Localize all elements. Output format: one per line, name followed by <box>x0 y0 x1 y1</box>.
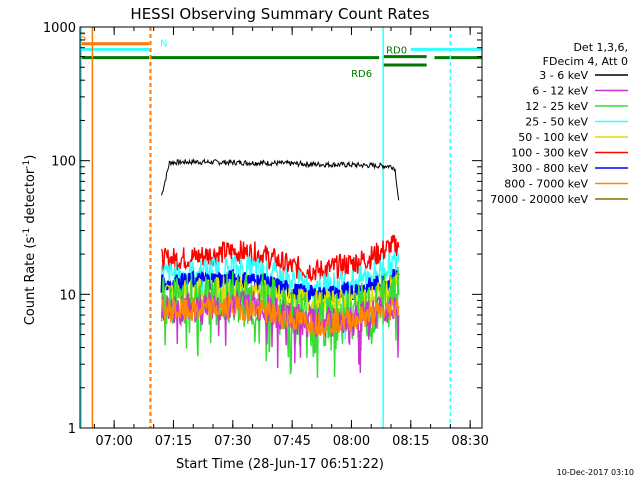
x-tick-label: 07:45 <box>273 434 310 449</box>
x-tick-label: 08:15 <box>392 434 429 449</box>
y-axis-label: Count Rate (s-1 detector-1) <box>22 155 38 326</box>
x-tick-label: 08:00 <box>333 434 370 449</box>
y-tick-label: 1 <box>68 422 76 437</box>
y-axis-label-main: Count Rate (s <box>23 237 38 326</box>
x-tick-label: 07:15 <box>155 434 192 449</box>
y-tick-label: 1000 <box>43 21 76 36</box>
observing-flags: S N RD0 RD6 <box>80 33 482 80</box>
series-line <box>160 295 400 338</box>
legend-label: 7000 - 20000 keV <box>490 193 588 206</box>
legend-label: 3 - 6 keV <box>539 69 588 82</box>
plot-frame <box>79 26 483 429</box>
series-line <box>160 251 400 344</box>
flag-label: N <box>160 38 167 49</box>
flag-label: RD6 <box>351 69 372 80</box>
y-axis-label-sup1: -1 <box>22 228 32 237</box>
y-tick-label: 100 <box>51 155 76 170</box>
axes <box>79 26 483 429</box>
legend-label: 25 - 50 keV <box>525 116 588 129</box>
legend-label: 100 - 300 keV <box>511 147 588 160</box>
legend: Det 1,3,6, FDecim 4, Att 0 3 - 6 keV 6 - … <box>490 41 628 206</box>
flag-label: S <box>80 33 86 44</box>
series-line <box>160 234 400 283</box>
y-tick-label: 10 <box>59 288 76 303</box>
y-axis-label-mid: detector <box>23 168 38 228</box>
flag-label: RD0 <box>386 46 407 57</box>
y-axis-label-sup2: -1 <box>22 160 32 169</box>
chart-title: HESSI Observing Summary Count Rates <box>130 5 429 23</box>
legend-label: 800 - 7000 keV <box>504 178 588 191</box>
series-line <box>161 157 400 201</box>
legend-header-line2: FDecim 4, Att 0 <box>543 55 628 68</box>
series-group <box>160 157 400 378</box>
legend-label: 6 - 12 keV <box>532 85 588 98</box>
x-tick-labels: 07:00 07:15 07:30 07:45 08:00 08:15 08:30 <box>95 434 488 449</box>
y-tick-labels: 1 10 100 1000 <box>43 21 76 437</box>
x-axis-label: Start Time (28-Jun-17 06:51:22) <box>176 457 384 472</box>
y-axis-label-end: ) <box>23 155 38 160</box>
legend-label: 12 - 25 keV <box>525 100 588 113</box>
legend-label: 50 - 100 keV <box>518 131 588 144</box>
x-tick-label: 07:00 <box>95 434 132 449</box>
vertical-markers <box>80 27 452 428</box>
timestamp: 10-Dec-2017 03:10 <box>557 468 634 477</box>
legend-label: 300 - 800 keV <box>511 162 588 175</box>
legend-header-line1: Det 1,3,6, <box>573 41 628 54</box>
x-tick-label: 07:30 <box>214 434 251 449</box>
x-tick-label: 08:30 <box>451 434 488 449</box>
